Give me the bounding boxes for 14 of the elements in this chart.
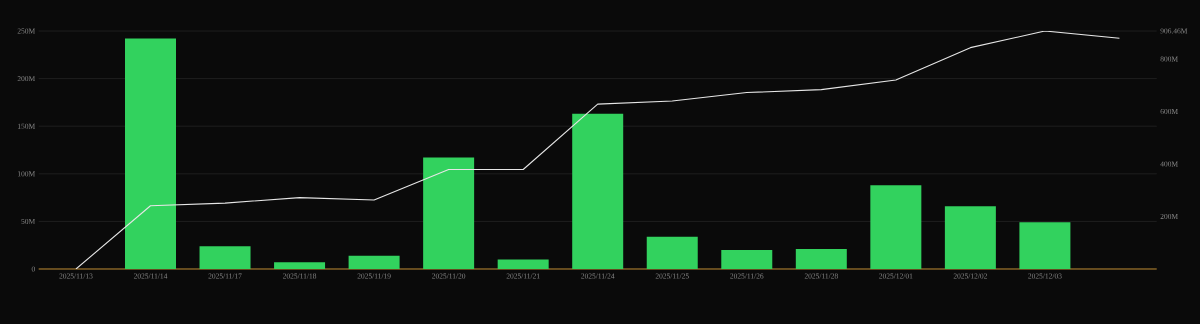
bar (944, 206, 996, 269)
bar (497, 259, 549, 269)
bar (870, 185, 922, 269)
bar (348, 255, 400, 269)
bar (1019, 222, 1071, 269)
bar (423, 157, 475, 269)
bar (125, 38, 176, 269)
bar (199, 246, 251, 269)
bar (646, 236, 698, 269)
line-series (75, 30, 1120, 269)
bar (274, 262, 326, 269)
bar (572, 113, 624, 269)
bar (795, 249, 847, 269)
bar (721, 249, 773, 269)
